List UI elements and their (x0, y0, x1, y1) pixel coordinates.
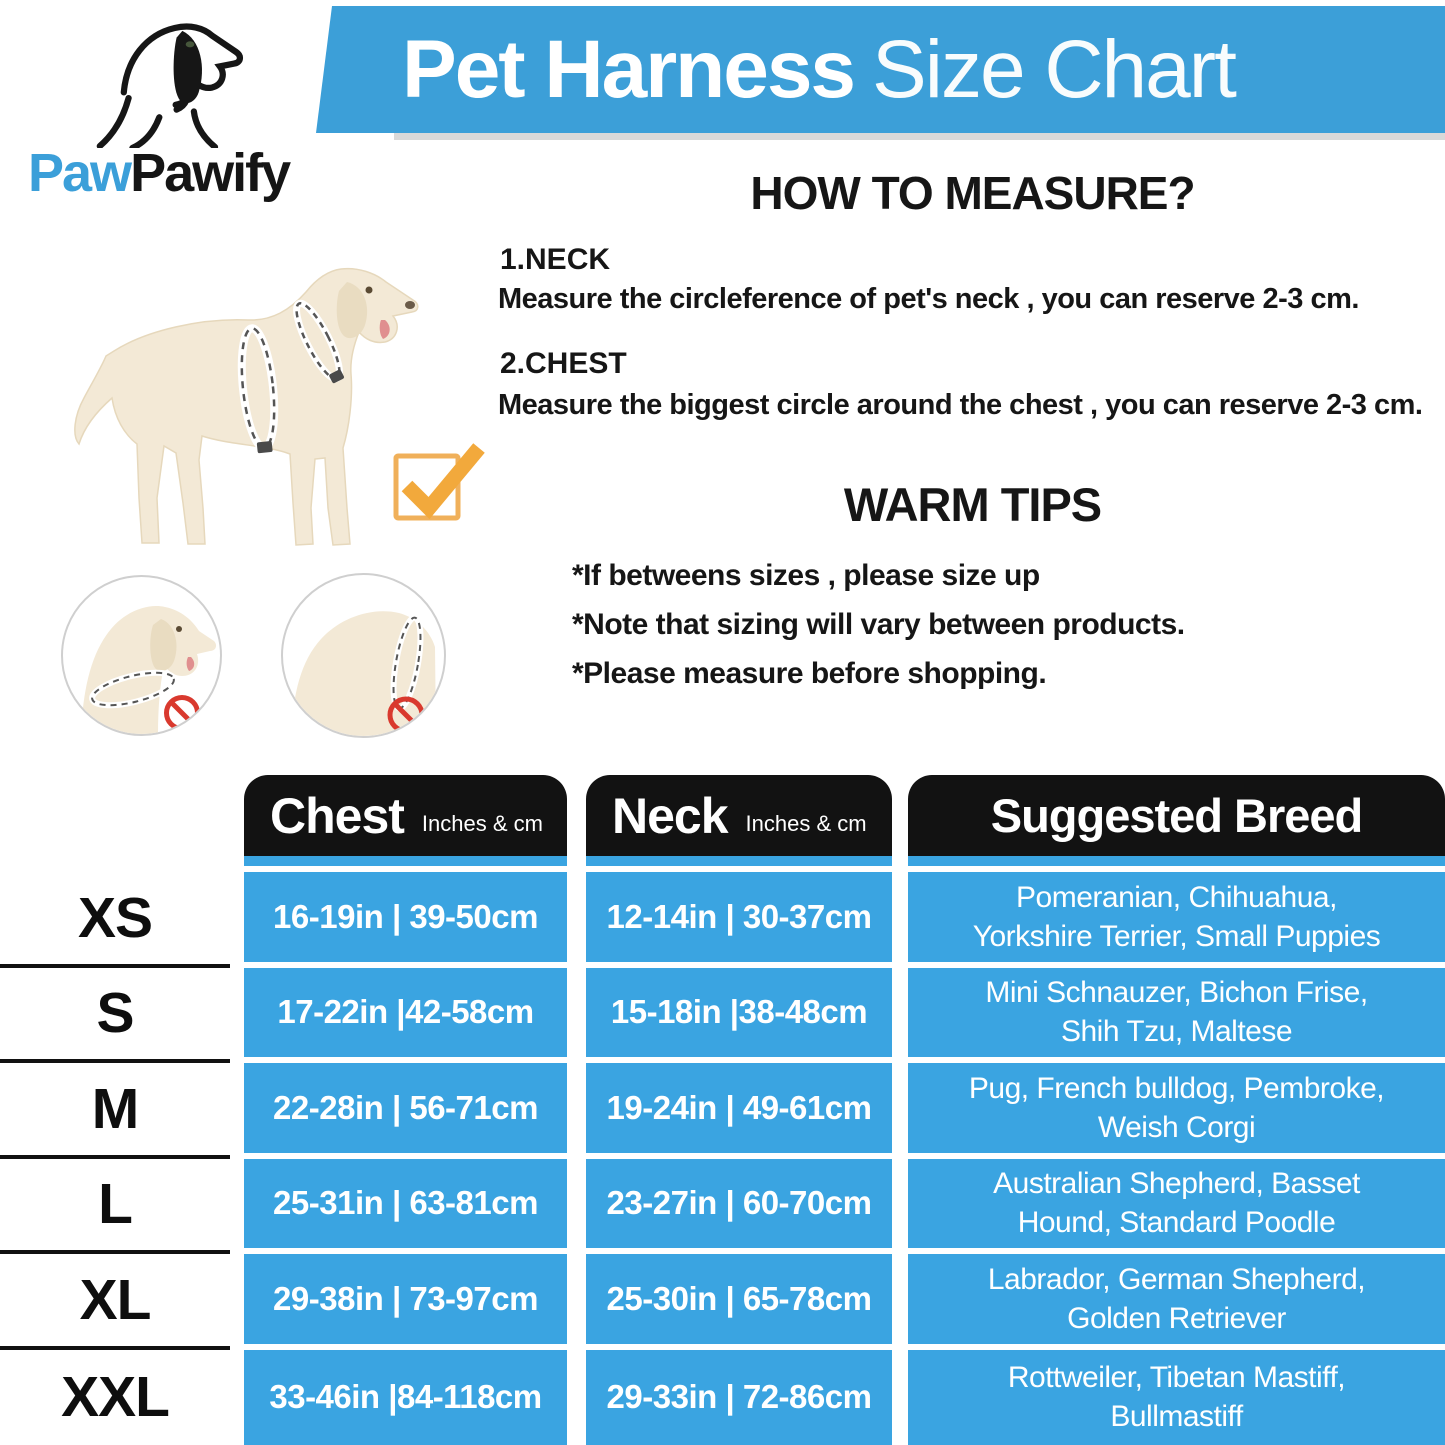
size-label: XL (0, 1254, 230, 1350)
breed-line: Yorkshire Terrier, Small Puppies (972, 919, 1381, 953)
step-chest-label: 2.CHEST (500, 347, 627, 380)
size-label: XS (0, 872, 230, 968)
breed-line: Hound, Standard Poodle (1017, 1206, 1336, 1240)
breed-line: Bullmastiff (1110, 1400, 1243, 1434)
size-label: S (0, 968, 230, 1063)
warm-tips-list: *If betweens sizes , please size up *Not… (572, 560, 1185, 707)
dog-head (81, 606, 217, 734)
breed-line: Mini Schnauzer, Bichon Frise, (985, 976, 1368, 1010)
dog-ear (173, 30, 202, 104)
neck-header: Neck Inches & cm (586, 775, 892, 856)
size-label: L (0, 1159, 230, 1254)
dog-photo-illustration (74, 267, 419, 546)
dog-ear (150, 619, 177, 672)
neck-column: Neck Inches & cm 12-14in | 30-37cm 15-18… (586, 775, 892, 1445)
neck-header-title: Neck (612, 787, 729, 844)
chest-value: 16-19in | 39-50cm (244, 872, 567, 962)
neck-value: 15-18in |38-48cm (586, 967, 892, 1057)
chest-column: Chest Inches & cm 16-19in | 39-50cm 17-2… (244, 775, 567, 1445)
page-title: Pet Harness Size Chart (402, 28, 1237, 111)
header-strip (244, 856, 567, 866)
breed-line: Pug, French bulldog, Pembroke, (968, 1071, 1385, 1105)
wrong-measure-inset-neck (61, 575, 222, 736)
breed-line: Pomeranian, Chihuahua, (1016, 880, 1337, 914)
chest-value: 29-38in | 73-97cm (244, 1254, 567, 1344)
breed-column: Suggested Breed Pomeranian, Chihuahua, Y… (908, 775, 1445, 1445)
checkmark-icon (393, 443, 485, 521)
header-strip (586, 856, 892, 866)
size-label: XXL (61, 1365, 170, 1430)
breed-line: Labrador, German Shepherd, (987, 1262, 1366, 1296)
brand-dog-logo (96, 23, 243, 148)
dog-tongue (379, 320, 390, 339)
breed-line: Australian Shepherd, Basset (993, 1167, 1360, 1201)
size-column: XS S M L XL XXL (0, 872, 230, 1445)
breed-header: Suggested Breed (908, 775, 1445, 856)
breed-value: Rottweiler, Tibetan Mastiff, Bullmastiff (908, 1349, 1445, 1445)
neck-value: 29-33in | 72-86cm (586, 1349, 892, 1445)
neck-value: 23-27in | 60-70cm (586, 1158, 892, 1248)
breed-value: Pomeranian, Chihuahua, Yorkshire Terrier… (908, 872, 1445, 962)
breed-line: Rottweiler, Tibetan Mastiff, (1007, 1361, 1346, 1395)
how-to-measure-title: HOW TO MEASURE? (750, 167, 1195, 219)
warm-tip: *Please measure before shopping. (572, 657, 1047, 690)
chest-value: 22-28in | 56-71cm (244, 1063, 567, 1153)
step-neck-label: 1.NECK (500, 243, 611, 276)
breed-header-title: Suggested Breed (990, 789, 1364, 842)
breed-value: Australian Shepherd, Basset Hound, Stand… (908, 1158, 1445, 1248)
neck-value: 12-14in | 30-37cm (586, 872, 892, 962)
no-symbol-icon (164, 695, 200, 731)
size-label: M (0, 1063, 230, 1159)
dog-nose (405, 301, 415, 309)
page-title-bold: Pet Harness (402, 23, 856, 115)
header-strip (908, 856, 1445, 866)
brand-name-pawify: Pawify (130, 143, 291, 203)
dog-ear (336, 282, 368, 339)
breed-value: Labrador, German Shepherd, Golden Retrie… (908, 1254, 1445, 1344)
brand-name-paw: Paw (28, 143, 132, 203)
chest-value: 25-31in | 63-81cm (244, 1158, 567, 1248)
breed-line: Shih Tzu, Maltese (1060, 1015, 1293, 1049)
chest-value: 33-46in |84-118cm (244, 1349, 567, 1445)
breed-value: Pug, French bulldog, Pembroke, Weish Cor… (908, 1063, 1445, 1153)
neck-measuring-tape-icon (293, 299, 344, 384)
dog-eye (185, 41, 195, 48)
step-chest-text: Measure the biggest circle around the ch… (498, 389, 1423, 421)
dog-eye (365, 286, 373, 294)
breed-line: Golden Retriever (1067, 1301, 1286, 1335)
brand-name: PawPawify (28, 143, 291, 203)
page-title-light: Size Chart (872, 23, 1237, 115)
chest-header-title: Chest (270, 787, 405, 844)
warm-tip: *If betweens sizes , please size up (572, 559, 1040, 592)
chest-measuring-tape-icon (237, 324, 279, 454)
neck-header-unit: Inches & cm (745, 810, 867, 836)
measuring-tape-icon (89, 669, 177, 709)
chest-header-unit: Inches & cm (421, 810, 543, 836)
banner-shadow (394, 133, 1445, 140)
chest-header: Chest Inches & cm (244, 775, 567, 856)
wrong-measure-inset-back (281, 573, 446, 738)
header-banner: Pet Harness Size Chart (316, 6, 1445, 133)
chest-value: 17-22in |42-58cm (244, 967, 567, 1057)
step-neck-text: Measure the circleference of pet's neck … (498, 283, 1359, 315)
warm-tip: *Note that sizing will vary between prod… (572, 608, 1185, 641)
breed-value: Mini Schnauzer, Bichon Frise, Shih Tzu, … (908, 967, 1445, 1057)
warm-tips-title: WARM TIPS (843, 478, 1102, 531)
neck-value: 19-24in | 49-61cm (586, 1063, 892, 1153)
neck-value: 25-30in | 65-78cm (586, 1254, 892, 1344)
breed-line: Weish Corgi (1097, 1110, 1256, 1144)
